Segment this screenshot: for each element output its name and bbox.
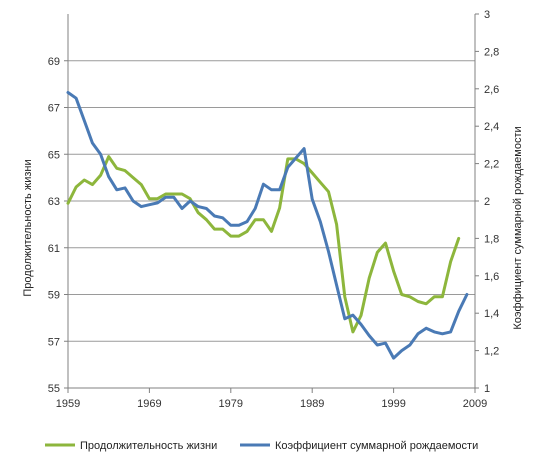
left-tick-label-0: 55 — [48, 383, 60, 395]
right-tick-label-4: 1,8 — [484, 233, 499, 245]
right-axis-title: Коэффициент суммарной рождаемости — [512, 126, 524, 329]
x-axis-ticks: 1959 1969 1979 1989 1999 2009 — [56, 388, 487, 410]
legend-label-life-expectancy: Продолжительность жизни — [80, 440, 217, 452]
legend: Продолжительность жизни Коэффициент сумм… — [45, 440, 478, 452]
x-tick-label-2: 1979 — [219, 398, 243, 410]
right-tick-label-1: 1,2 — [484, 346, 499, 358]
x-tick-label-4: 1999 — [381, 398, 405, 410]
fertility-rate-line — [66, 91, 469, 360]
left-tick-label-2: 59 — [48, 290, 60, 302]
left-tick-label-3: 61 — [48, 243, 60, 255]
right-tick-label-7: 2,4 — [484, 121, 499, 133]
right-tick-label-8: 2,6 — [484, 84, 499, 96]
left-tick-label-5: 65 — [48, 149, 60, 161]
left-tick-label-1: 57 — [48, 336, 60, 348]
right-axis-ticks: 1 1,2 1,4 1,6 1,8 2 2,2 2,4 2,6 2,8 3 — [475, 9, 499, 395]
series-layer — [66, 91, 469, 360]
right-tick-label-0: 1 — [484, 383, 490, 395]
x-tick-label-0: 1959 — [56, 398, 80, 410]
grid-lines — [68, 60, 475, 342]
x-tick-label-1: 1969 — [137, 398, 161, 410]
right-tick-label-10: 3 — [484, 9, 490, 21]
x-tick-label-3: 1989 — [300, 398, 324, 410]
right-tick-label-9: 2,8 — [484, 46, 499, 58]
right-tick-label-6: 2,2 — [484, 159, 499, 171]
right-tick-label-5: 2 — [484, 196, 490, 208]
right-tick-label-2: 1,4 — [484, 308, 499, 320]
left-tick-label-7: 69 — [48, 56, 60, 68]
left-axis-ticks: 55 57 59 61 63 65 67 69 — [48, 56, 68, 395]
x-tick-label-5: 2009 — [463, 398, 487, 410]
life-expectancy-line — [66, 155, 461, 334]
legend-label-fertility-rate: Коэффициент суммарной рождаемости — [275, 440, 478, 452]
left-tick-label-4: 63 — [48, 196, 60, 208]
left-tick-label-6: 67 — [48, 103, 60, 115]
left-axis-title: Продолжительность жизни — [22, 159, 34, 296]
right-tick-label-3: 1,6 — [484, 271, 499, 283]
